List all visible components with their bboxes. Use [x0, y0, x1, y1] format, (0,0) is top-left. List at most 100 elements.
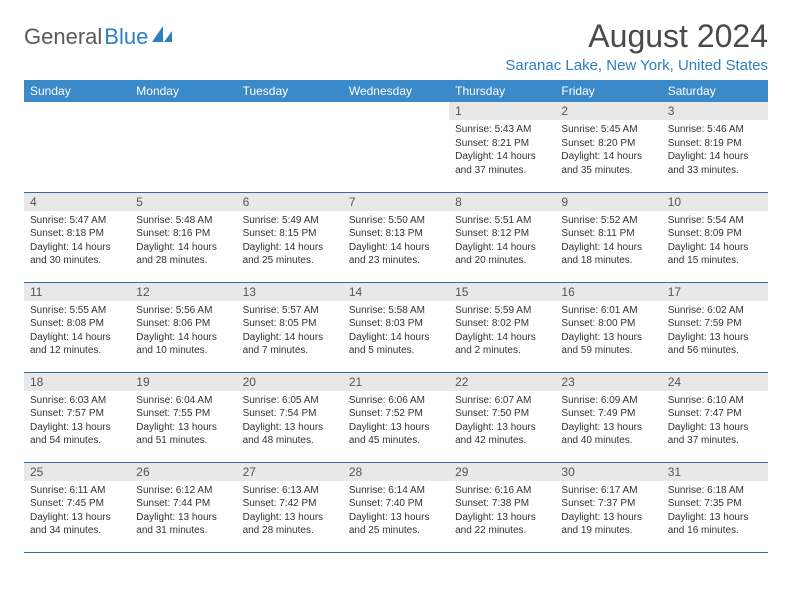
calendar-cell: 14Sunrise: 5:58 AMSunset: 8:03 PMDayligh…: [343, 282, 449, 372]
calendar-cell: 5Sunrise: 5:48 AMSunset: 8:16 PMDaylight…: [130, 192, 236, 282]
calendar-body: 1Sunrise: 5:43 AMSunset: 8:21 PMDaylight…: [24, 102, 768, 552]
weekday-header: Sunday: [24, 80, 130, 102]
day-number: 23: [555, 373, 661, 391]
day-number: 1: [449, 102, 555, 120]
day-number: 26: [130, 463, 236, 481]
day-number: 16: [555, 283, 661, 301]
day-info: Sunrise: 5:54 AMSunset: 8:09 PMDaylight:…: [662, 211, 768, 272]
day-info: Sunrise: 5:49 AMSunset: 8:15 PMDaylight:…: [237, 211, 343, 272]
weekday-header: Thursday: [449, 80, 555, 102]
day-number: 24: [662, 373, 768, 391]
calendar-page: GeneralBlue August 2024 Saranac Lake, Ne…: [0, 0, 792, 571]
day-info: Sunrise: 5:48 AMSunset: 8:16 PMDaylight:…: [130, 211, 236, 272]
logo: GeneralBlue: [24, 24, 174, 50]
day-number: 13: [237, 283, 343, 301]
day-info: Sunrise: 6:10 AMSunset: 7:47 PMDaylight:…: [662, 391, 768, 452]
calendar-cell: 12Sunrise: 5:56 AMSunset: 8:06 PMDayligh…: [130, 282, 236, 372]
calendar-week: 4Sunrise: 5:47 AMSunset: 8:18 PMDaylight…: [24, 192, 768, 282]
day-info: Sunrise: 6:02 AMSunset: 7:59 PMDaylight:…: [662, 301, 768, 362]
day-info: Sunrise: 6:13 AMSunset: 7:42 PMDaylight:…: [237, 481, 343, 542]
sail-icon: [152, 26, 174, 49]
calendar-cell: 31Sunrise: 6:18 AMSunset: 7:35 PMDayligh…: [662, 462, 768, 552]
day-info: Sunrise: 6:05 AMSunset: 7:54 PMDaylight:…: [237, 391, 343, 452]
calendar-week: 1Sunrise: 5:43 AMSunset: 8:21 PMDaylight…: [24, 102, 768, 192]
calendar-cell: 8Sunrise: 5:51 AMSunset: 8:12 PMDaylight…: [449, 192, 555, 282]
day-number: 31: [662, 463, 768, 481]
calendar-week: 11Sunrise: 5:55 AMSunset: 8:08 PMDayligh…: [24, 282, 768, 372]
day-number: 19: [130, 373, 236, 391]
day-info: Sunrise: 6:12 AMSunset: 7:44 PMDaylight:…: [130, 481, 236, 542]
calendar-week: 18Sunrise: 6:03 AMSunset: 7:57 PMDayligh…: [24, 372, 768, 462]
day-number: 7: [343, 193, 449, 211]
calendar-cell: 15Sunrise: 5:59 AMSunset: 8:02 PMDayligh…: [449, 282, 555, 372]
calendar-cell: 18Sunrise: 6:03 AMSunset: 7:57 PMDayligh…: [24, 372, 130, 462]
calendar-cell: 16Sunrise: 6:01 AMSunset: 8:00 PMDayligh…: [555, 282, 661, 372]
day-number: 15: [449, 283, 555, 301]
day-number: 18: [24, 373, 130, 391]
calendar-cell: 3Sunrise: 5:46 AMSunset: 8:19 PMDaylight…: [662, 102, 768, 192]
day-info: Sunrise: 5:58 AMSunset: 8:03 PMDaylight:…: [343, 301, 449, 362]
calendar-week: 25Sunrise: 6:11 AMSunset: 7:45 PMDayligh…: [24, 462, 768, 552]
calendar-cell: 11Sunrise: 5:55 AMSunset: 8:08 PMDayligh…: [24, 282, 130, 372]
day-info: Sunrise: 5:43 AMSunset: 8:21 PMDaylight:…: [449, 120, 555, 181]
day-info: Sunrise: 5:56 AMSunset: 8:06 PMDaylight:…: [130, 301, 236, 362]
day-number: 10: [662, 193, 768, 211]
calendar-head: SundayMondayTuesdayWednesdayThursdayFrid…: [24, 80, 768, 102]
calendar-cell: 4Sunrise: 5:47 AMSunset: 8:18 PMDaylight…: [24, 192, 130, 282]
calendar-cell: 20Sunrise: 6:05 AMSunset: 7:54 PMDayligh…: [237, 372, 343, 462]
calendar-cell: 10Sunrise: 5:54 AMSunset: 8:09 PMDayligh…: [662, 192, 768, 282]
day-number: 12: [130, 283, 236, 301]
calendar-cell: 9Sunrise: 5:52 AMSunset: 8:11 PMDaylight…: [555, 192, 661, 282]
title-block: August 2024 Saranac Lake, New York, Unit…: [505, 18, 768, 74]
calendar-cell: 17Sunrise: 6:02 AMSunset: 7:59 PMDayligh…: [662, 282, 768, 372]
day-info: Sunrise: 6:17 AMSunset: 7:37 PMDaylight:…: [555, 481, 661, 542]
calendar-cell: [343, 102, 449, 192]
calendar-cell: 26Sunrise: 6:12 AMSunset: 7:44 PMDayligh…: [130, 462, 236, 552]
calendar-cell: [24, 102, 130, 192]
day-info: Sunrise: 5:51 AMSunset: 8:12 PMDaylight:…: [449, 211, 555, 272]
calendar-cell: 6Sunrise: 5:49 AMSunset: 8:15 PMDaylight…: [237, 192, 343, 282]
day-info: Sunrise: 5:50 AMSunset: 8:13 PMDaylight:…: [343, 211, 449, 272]
calendar-cell: 1Sunrise: 5:43 AMSunset: 8:21 PMDaylight…: [449, 102, 555, 192]
day-info: Sunrise: 6:11 AMSunset: 7:45 PMDaylight:…: [24, 481, 130, 542]
calendar-cell: 25Sunrise: 6:11 AMSunset: 7:45 PMDayligh…: [24, 462, 130, 552]
weekday-header: Friday: [555, 80, 661, 102]
day-info: Sunrise: 5:46 AMSunset: 8:19 PMDaylight:…: [662, 120, 768, 181]
day-number: 25: [24, 463, 130, 481]
day-info: Sunrise: 6:01 AMSunset: 8:00 PMDaylight:…: [555, 301, 661, 362]
day-info: Sunrise: 6:06 AMSunset: 7:52 PMDaylight:…: [343, 391, 449, 452]
day-number: 9: [555, 193, 661, 211]
calendar-cell: 27Sunrise: 6:13 AMSunset: 7:42 PMDayligh…: [237, 462, 343, 552]
calendar-cell: 21Sunrise: 6:06 AMSunset: 7:52 PMDayligh…: [343, 372, 449, 462]
weekday-header: Monday: [130, 80, 236, 102]
day-info: Sunrise: 6:07 AMSunset: 7:50 PMDaylight:…: [449, 391, 555, 452]
calendar-cell: 23Sunrise: 6:09 AMSunset: 7:49 PMDayligh…: [555, 372, 661, 462]
calendar-cell: 2Sunrise: 5:45 AMSunset: 8:20 PMDaylight…: [555, 102, 661, 192]
weekday-header: Wednesday: [343, 80, 449, 102]
calendar-cell: 29Sunrise: 6:16 AMSunset: 7:38 PMDayligh…: [449, 462, 555, 552]
day-number: 8: [449, 193, 555, 211]
calendar-cell: 13Sunrise: 5:57 AMSunset: 8:05 PMDayligh…: [237, 282, 343, 372]
weekday-header: Saturday: [662, 80, 768, 102]
calendar-cell: [130, 102, 236, 192]
location: Saranac Lake, New York, United States: [505, 57, 768, 74]
day-number: 3: [662, 102, 768, 120]
day-info: Sunrise: 6:18 AMSunset: 7:35 PMDaylight:…: [662, 481, 768, 542]
day-info: Sunrise: 6:14 AMSunset: 7:40 PMDaylight:…: [343, 481, 449, 542]
weekday-row: SundayMondayTuesdayWednesdayThursdayFrid…: [24, 80, 768, 102]
calendar-cell: 22Sunrise: 6:07 AMSunset: 7:50 PMDayligh…: [449, 372, 555, 462]
day-info: Sunrise: 5:45 AMSunset: 8:20 PMDaylight:…: [555, 120, 661, 181]
month-title: August 2024: [505, 18, 768, 55]
day-info: Sunrise: 5:59 AMSunset: 8:02 PMDaylight:…: [449, 301, 555, 362]
day-number: 4: [24, 193, 130, 211]
logo-text-1: General: [24, 24, 102, 50]
day-number: 27: [237, 463, 343, 481]
day-number: 2: [555, 102, 661, 120]
day-number: 11: [24, 283, 130, 301]
weekday-header: Tuesday: [237, 80, 343, 102]
calendar-cell: 28Sunrise: 6:14 AMSunset: 7:40 PMDayligh…: [343, 462, 449, 552]
day-number: 28: [343, 463, 449, 481]
day-number: 5: [130, 193, 236, 211]
day-number: 6: [237, 193, 343, 211]
day-number: 14: [343, 283, 449, 301]
